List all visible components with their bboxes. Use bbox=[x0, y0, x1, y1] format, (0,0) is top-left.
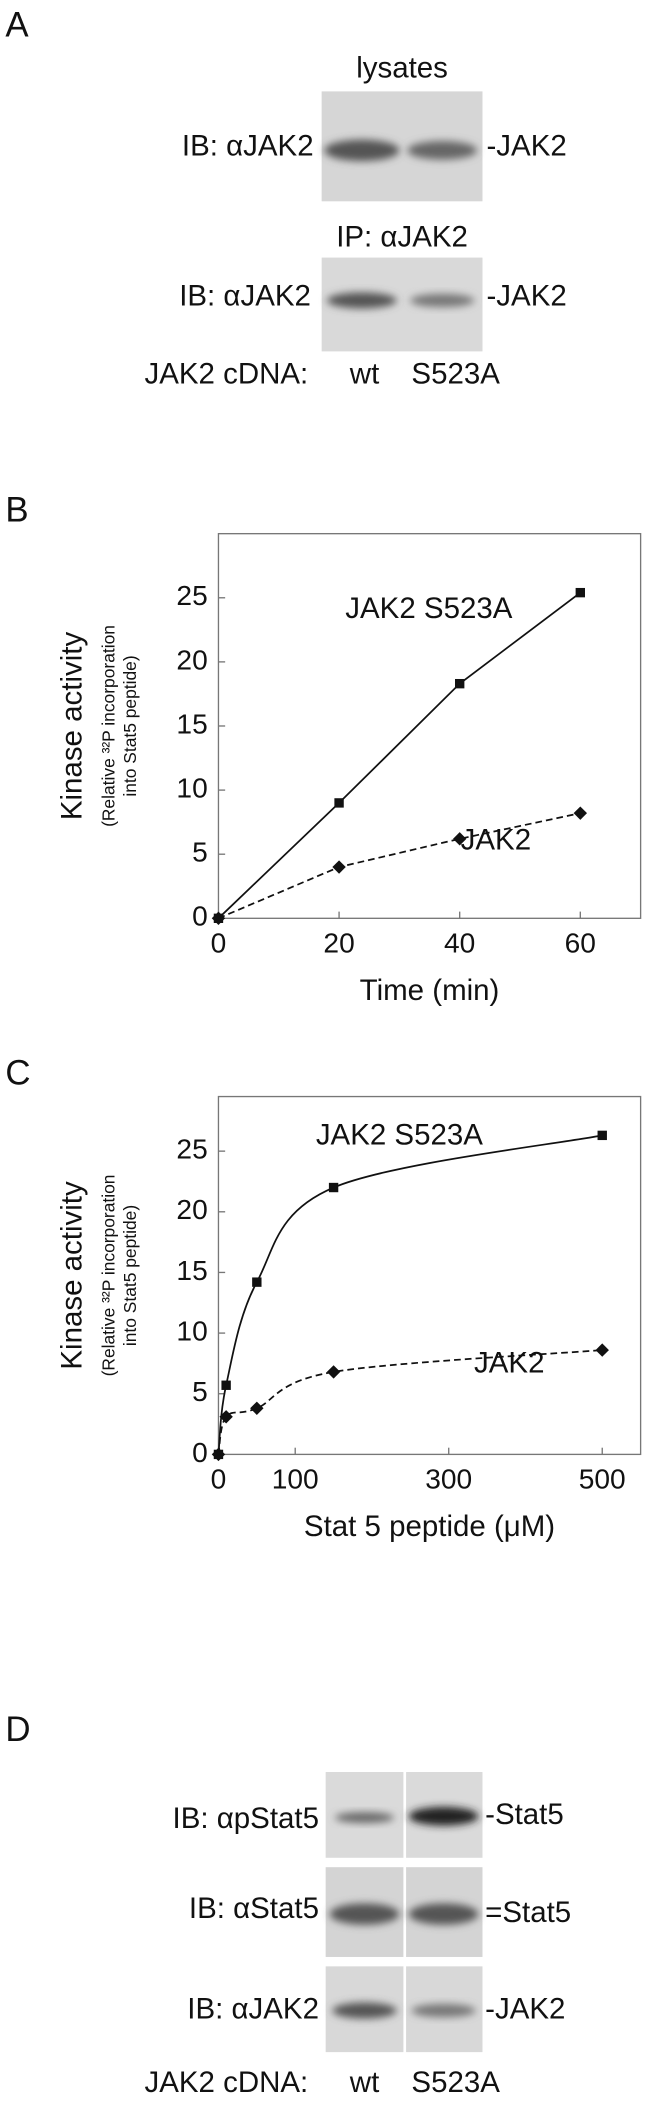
band-label: -JAK2 bbox=[485, 1992, 565, 2025]
x-tick-label: 60 bbox=[565, 928, 596, 959]
y-tick-label: 25 bbox=[176, 580, 207, 611]
marker bbox=[595, 1343, 609, 1357]
x-tick-label: 40 bbox=[444, 928, 475, 959]
band bbox=[411, 2003, 476, 2018]
series-line bbox=[218, 812, 581, 920]
blot-label: IB: αStat5 bbox=[189, 1892, 319, 1925]
band-label: -JAK2 bbox=[486, 280, 566, 313]
y-axis-sublabel: (Relative ³²P incorporation bbox=[99, 1175, 119, 1377]
y-tick-label: 10 bbox=[176, 1316, 207, 1347]
marker bbox=[250, 1401, 264, 1415]
y-tick-label: 0 bbox=[192, 1437, 208, 1468]
y-tick-label: 25 bbox=[176, 1134, 207, 1165]
marker bbox=[252, 1277, 262, 1287]
blot-label: IB: αJAK2 bbox=[179, 280, 311, 313]
band bbox=[408, 1806, 479, 1826]
marker bbox=[326, 1365, 341, 1379]
blot-label: IB: αJAK2 bbox=[182, 129, 314, 162]
band bbox=[324, 139, 400, 162]
marker bbox=[328, 1182, 339, 1193]
band-label: -JAK2 bbox=[486, 129, 566, 162]
y-tick-label: 0 bbox=[192, 901, 208, 932]
cdna-label: JAK2 cDNA: bbox=[144, 2066, 308, 2099]
series-label: JAK2 bbox=[461, 824, 531, 857]
band bbox=[407, 140, 478, 160]
series-label: JAK2 S523A bbox=[345, 592, 512, 625]
x-tick-label: 0 bbox=[211, 1464, 227, 1495]
series-line bbox=[217, 1349, 603, 1455]
y-tick-label: 20 bbox=[176, 644, 207, 675]
cdna-label: JAK2 cDNA: bbox=[144, 357, 308, 390]
marker bbox=[455, 678, 465, 689]
band bbox=[332, 2002, 397, 2019]
y-tick-label: 5 bbox=[192, 1376, 208, 1407]
blot-title: lysates bbox=[356, 52, 448, 85]
marker bbox=[597, 1130, 607, 1141]
panel-letter: C bbox=[5, 1053, 30, 1092]
x-tick-label: 0 bbox=[211, 928, 227, 959]
x-tick-label: 300 bbox=[425, 1464, 472, 1495]
series-line bbox=[217, 1134, 603, 1455]
blot-label: IB: αpStat5 bbox=[173, 1802, 319, 1835]
x-tick-label: 100 bbox=[272, 1464, 319, 1495]
series-label: JAK2 bbox=[474, 1346, 544, 1379]
y-axis-sublabel: into Stat5 peptide) bbox=[120, 655, 140, 796]
x-tick-label: 20 bbox=[323, 928, 354, 959]
lane-label: S523A bbox=[411, 2066, 500, 2099]
y-axis-label: Kinase activity bbox=[55, 1181, 88, 1370]
ip-label: IP: αJAK2 bbox=[336, 221, 468, 254]
blot-label: IB: αJAK2 bbox=[187, 1992, 319, 2025]
y-tick-label: 10 bbox=[176, 773, 207, 804]
lane-label: wt bbox=[349, 357, 379, 390]
y-tick-label: 5 bbox=[192, 837, 208, 868]
marker bbox=[219, 1410, 233, 1424]
marker bbox=[221, 1380, 231, 1390]
band bbox=[335, 1812, 395, 1823]
y-axis-sublabel: (Relative ³²P incorporation bbox=[99, 625, 119, 827]
y-axis-label: Kinase activity bbox=[55, 632, 88, 821]
marker bbox=[334, 798, 344, 808]
x-axis-label: Time (min) bbox=[360, 974, 500, 1007]
panel-letter: A bbox=[5, 5, 29, 44]
band-label: -Stat5 bbox=[485, 1798, 564, 1831]
band bbox=[329, 1903, 400, 1925]
x-axis-label: Stat 5 peptide (μM) bbox=[304, 1510, 555, 1543]
marker bbox=[332, 860, 346, 874]
band bbox=[410, 293, 475, 308]
marker bbox=[211, 1447, 226, 1462]
lane-label: wt bbox=[349, 2066, 379, 2099]
plot-frame bbox=[217, 1095, 642, 1456]
y-tick-label: 20 bbox=[176, 1194, 207, 1225]
y-axis-sublabel: into Stat5 peptide) bbox=[120, 1205, 140, 1346]
x-tick-label: 500 bbox=[579, 1464, 626, 1495]
lane-label: S523A bbox=[411, 357, 500, 390]
band bbox=[327, 292, 397, 309]
y-tick-label: 15 bbox=[176, 1255, 207, 1286]
panel-letter: D bbox=[5, 1710, 30, 1749]
band bbox=[408, 1903, 479, 1925]
series-line bbox=[217, 591, 581, 919]
band-label: =Stat5 bbox=[485, 1896, 571, 1929]
panel-letter: B bbox=[5, 490, 28, 529]
marker bbox=[211, 911, 226, 926]
marker bbox=[575, 587, 585, 598]
marker bbox=[452, 832, 467, 846]
series-label: JAK2 S523A bbox=[316, 1119, 483, 1152]
y-tick-label: 15 bbox=[176, 708, 207, 739]
marker bbox=[573, 806, 588, 820]
